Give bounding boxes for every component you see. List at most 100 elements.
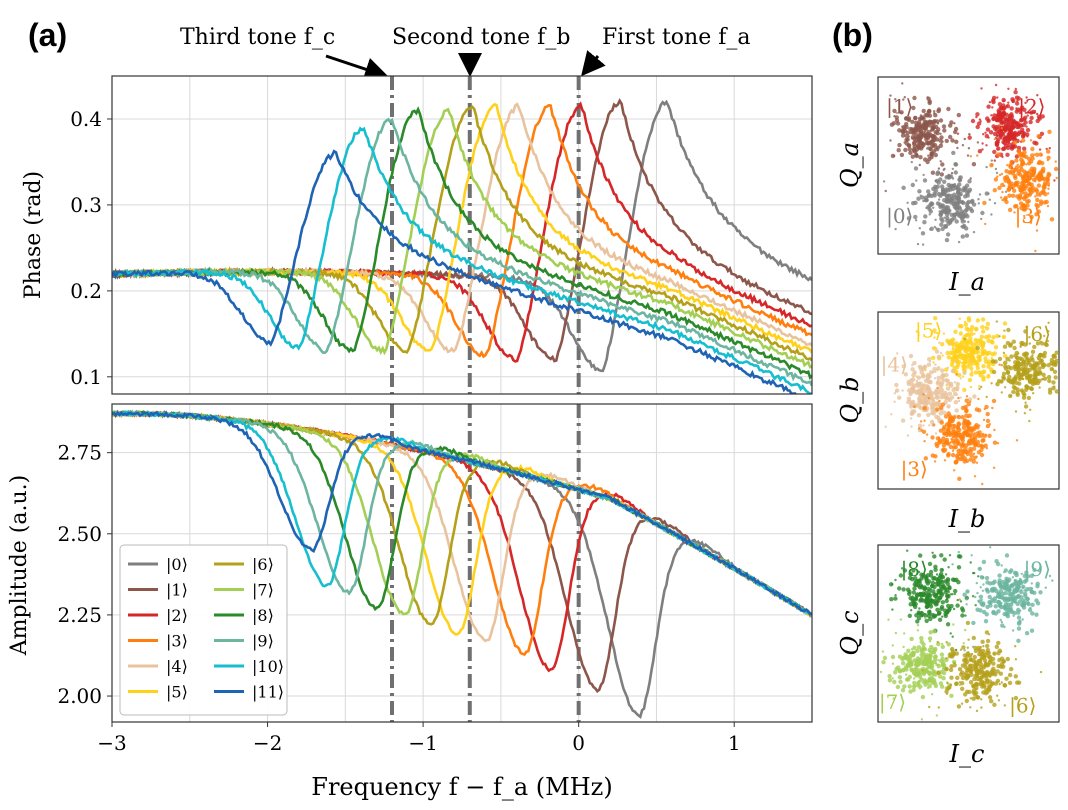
iq-point	[1017, 381, 1022, 386]
iq-point	[1011, 389, 1016, 395]
iq-point	[881, 650, 885, 653]
iq-point	[1019, 619, 1022, 622]
iq-point	[978, 193, 982, 196]
iq-point	[990, 382, 993, 385]
iq-point	[978, 662, 984, 667]
iq-point	[930, 435, 935, 440]
iq-point	[887, 618, 890, 621]
iq-point	[901, 125, 904, 128]
legend-label: |3⟩	[166, 632, 188, 651]
iq-point	[1015, 439, 1019, 442]
iq-point	[921, 642, 926, 647]
iq-point	[993, 345, 999, 350]
iq-point	[919, 420, 923, 423]
iq-point	[953, 588, 958, 594]
iq-point	[940, 600, 945, 605]
iq-point	[917, 585, 923, 590]
iq-point	[963, 186, 968, 191]
iq-point	[1028, 342, 1032, 345]
iq-point	[982, 645, 985, 648]
iq-point	[917, 331, 920, 335]
iq-point	[953, 444, 958, 450]
iq-point	[963, 322, 969, 327]
iq-point	[889, 94, 892, 97]
iq-point	[1038, 201, 1044, 206]
iq-point	[982, 418, 986, 422]
iq-point	[974, 342, 979, 347]
iq-point	[946, 451, 951, 457]
iq-point	[960, 675, 966, 681]
iq-point	[905, 662, 910, 668]
iq-point	[1031, 382, 1034, 385]
iq-point	[903, 372, 908, 377]
iq-point	[1024, 170, 1029, 176]
iq-point	[1007, 133, 1012, 138]
iq-point	[978, 354, 981, 357]
iq-point	[934, 137, 940, 142]
iq-point	[1005, 104, 1009, 108]
iq-point	[901, 185, 906, 190]
iq-point	[917, 674, 923, 679]
legend-label: |10⟩	[252, 657, 284, 676]
iq-point	[934, 370, 937, 374]
iq-point	[969, 697, 972, 700]
iq-point	[991, 369, 997, 375]
iq-point	[973, 432, 976, 435]
iq-point	[955, 675, 960, 680]
iq-point	[995, 596, 998, 599]
iq-point	[1051, 380, 1056, 385]
iq-point	[945, 581, 950, 587]
iq-point	[953, 183, 957, 186]
iq-point	[1014, 355, 1020, 360]
iq-point	[905, 587, 911, 592]
iq-point	[1018, 201, 1024, 206]
iq-point	[1047, 387, 1053, 392]
iq-point	[951, 563, 954, 566]
iq-point	[954, 408, 959, 413]
iq-point	[928, 360, 932, 363]
iq-point	[962, 342, 965, 345]
iq-point	[937, 391, 940, 394]
iq-point	[924, 618, 929, 624]
iq-point	[960, 702, 964, 705]
iq-point	[964, 689, 970, 694]
iq-point	[978, 371, 982, 374]
iq-point	[933, 186, 937, 190]
iq-point	[938, 411, 943, 416]
iq-point	[1019, 157, 1024, 162]
iq-point	[972, 230, 976, 234]
iq-point	[1013, 695, 1019, 701]
iq-point	[963, 194, 968, 199]
iq-point	[891, 583, 894, 586]
iq-point	[980, 347, 985, 352]
iq-point	[918, 128, 923, 134]
iq-point	[1009, 394, 1012, 398]
iq-point	[975, 607, 980, 612]
iq-point	[987, 433, 992, 438]
iq-point	[956, 353, 962, 358]
iq-point	[928, 609, 932, 613]
panel-label-b: (b)	[832, 17, 873, 53]
iq-point	[976, 659, 980, 662]
iq-point	[1003, 386, 1007, 389]
iq-point	[928, 379, 933, 385]
iq-point	[978, 675, 983, 681]
iq-point	[936, 670, 941, 676]
iq-point	[965, 343, 969, 346]
iq-point	[932, 118, 937, 124]
iq-point	[901, 587, 906, 592]
iq-point	[952, 184, 956, 188]
iq-point	[961, 337, 964, 340]
iq-point	[1035, 229, 1039, 232]
iq-point	[997, 582, 1003, 587]
iq-point	[984, 687, 989, 692]
iq-point	[952, 607, 956, 611]
iq-point	[985, 411, 990, 417]
iq-point	[956, 191, 961, 196]
iq-point	[949, 416, 954, 421]
iq-point	[944, 211, 947, 214]
iq-point	[890, 654, 896, 660]
iq-point	[1052, 369, 1058, 374]
iq-point	[949, 120, 954, 125]
